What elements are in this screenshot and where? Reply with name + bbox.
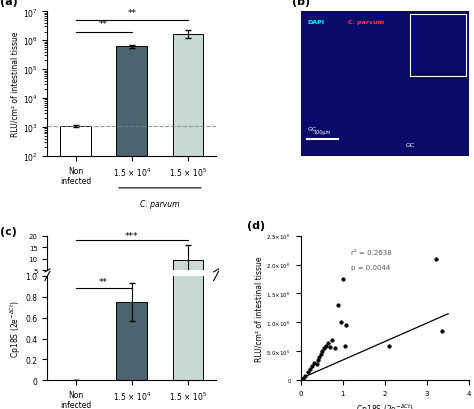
X-axis label: Cp18S (2e$^{-ΔCt}$): Cp18S (2e$^{-ΔCt}$)	[356, 402, 414, 409]
Text: (b): (b)	[292, 0, 310, 7]
Text: C. parvum: C. parvum	[140, 200, 180, 209]
Text: (d): (d)	[246, 221, 264, 231]
Point	[313, 361, 320, 367]
Bar	[173, 34, 203, 409]
Point	[326, 344, 334, 350]
Y-axis label: Cp18S (2e$^{-ΔCt}$): Cp18S (2e$^{-ΔCt}$)	[9, 299, 23, 357]
Point	[310, 360, 318, 366]
FancyBboxPatch shape	[250, 0, 474, 200]
Text: **: **	[99, 278, 108, 287]
Point	[331, 345, 339, 352]
Text: p = 0.0044: p = 0.0044	[351, 264, 391, 270]
Bar	[116, 47, 147, 409]
Y-axis label: RLU/cm² of intestinal tissue: RLU/cm² of intestinal tissue	[255, 256, 264, 361]
Point	[334, 302, 341, 308]
Bar	[116, 281, 147, 282]
Point	[301, 373, 309, 379]
Text: ***: ***	[125, 231, 138, 240]
Point	[304, 369, 312, 375]
Point	[309, 363, 316, 369]
Point	[316, 354, 323, 361]
Text: **: **	[99, 20, 108, 29]
Text: C. parvum: C. parvum	[348, 20, 384, 25]
Point	[317, 351, 325, 357]
Text: DAPI: DAPI	[307, 20, 324, 25]
Point	[337, 319, 345, 326]
Point	[324, 339, 332, 346]
Bar	[116, 302, 147, 380]
Text: 100μm: 100μm	[314, 130, 331, 135]
Point	[385, 342, 393, 349]
Text: (c): (c)	[0, 226, 17, 236]
Text: r² = 0.2638: r² = 0.2638	[351, 250, 392, 256]
Point	[299, 375, 306, 382]
Point	[322, 342, 329, 349]
Bar	[173, 0, 203, 380]
Bar	[410, 15, 466, 77]
Point	[314, 357, 322, 364]
Point	[432, 256, 439, 263]
Bar	[173, 260, 203, 282]
Point	[342, 322, 350, 329]
Text: (a): (a)	[0, 0, 18, 7]
Point	[339, 276, 346, 283]
Text: GC: GC	[307, 127, 317, 132]
Point	[319, 348, 326, 355]
Point	[438, 328, 446, 335]
Text: GC: GC	[405, 142, 414, 148]
Point	[341, 342, 348, 349]
Y-axis label: RLU/cm² of intestinal tissue: RLU/cm² of intestinal tissue	[11, 32, 20, 137]
Point	[328, 337, 336, 343]
Point	[320, 345, 328, 351]
Bar	[60, 126, 91, 409]
Point	[306, 366, 314, 372]
Text: **: **	[128, 9, 136, 18]
